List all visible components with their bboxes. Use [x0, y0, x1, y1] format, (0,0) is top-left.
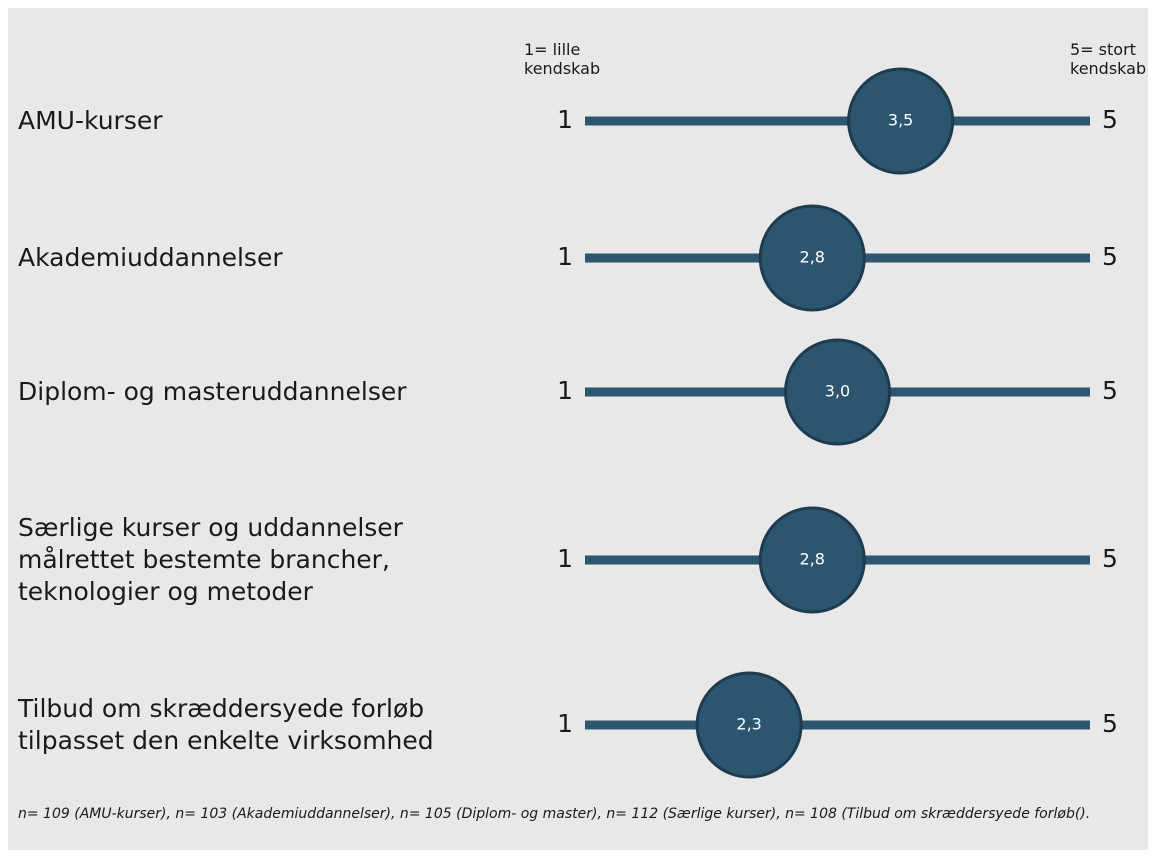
value-label: 3,0 [825, 382, 850, 401]
scale-annotation: 1= lille kendskab [524, 40, 601, 78]
category-label: Tilbud om skræddersyede forløb tilpasset… [18, 694, 434, 755]
x-tick-label: 5 [1102, 544, 1118, 573]
x-tick-label: 5 [1102, 709, 1118, 738]
x-tick-label: 5 [1102, 105, 1118, 134]
footnote: n= 109 (AMU-kurser), n= 103 (Akademiudda… [18, 806, 1091, 822]
x-tick-label: 1 [557, 709, 573, 738]
x-tick-label: 1 [557, 376, 573, 405]
x-tick-label: 1 [557, 105, 573, 134]
dot [847, 67, 955, 175]
x-tick-label: 1 [557, 544, 573, 573]
x-tick-label: 5 [1102, 242, 1118, 271]
dot [758, 506, 866, 614]
category-label: Særlige kurser og uddannelser målrettet … [18, 513, 403, 606]
dot [695, 671, 803, 779]
value-label: 3,5 [888, 111, 913, 130]
chart: 1 5 3,5 1 5 2,8 1 5 3,0 1 5 2,8 1 5 2,3 1= lille kends… [8, 8, 1148, 850]
plot: 1 5 3,5 1 5 2,8 1 5 3,0 1 5 2,8 1 5 2,3 [557, 67, 1118, 779]
category-label: AMU-kurser [18, 106, 163, 135]
value-label: 2,8 [800, 550, 825, 569]
dot [758, 204, 866, 312]
category-label: Akademiuddannelser [18, 243, 283, 272]
category-label: Diplom- og masteruddannelser [18, 377, 407, 406]
value-label: 2,3 [736, 715, 761, 734]
x-tick-label: 5 [1102, 376, 1118, 405]
value-label: 2,8 [800, 248, 825, 267]
dot [784, 338, 891, 446]
x-tick-label: 1 [557, 242, 573, 271]
scale-annotation: 5= stort kendskab [1070, 40, 1147, 78]
